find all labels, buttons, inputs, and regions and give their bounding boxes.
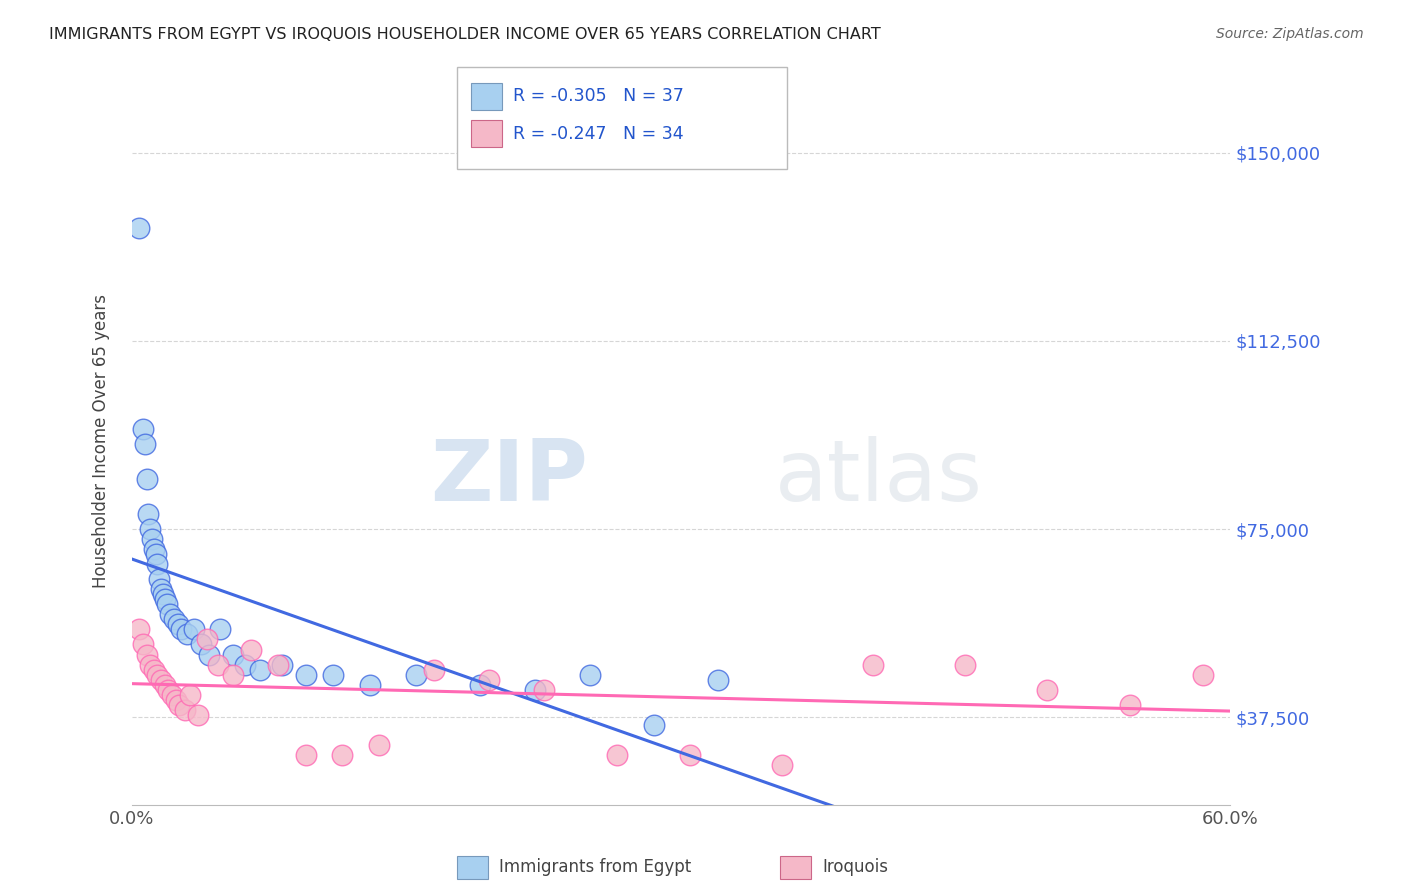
Point [135, 472, 157, 486]
Point [478, 673, 501, 687]
Point [150, 673, 173, 687]
Point [150, 582, 173, 597]
Point [146, 667, 169, 681]
Point [294, 747, 316, 762]
Text: R = -0.247   N = 34: R = -0.247 N = 34 [513, 125, 683, 143]
Text: R = -0.305   N = 37: R = -0.305 N = 37 [513, 87, 685, 105]
Point [770, 758, 793, 772]
Point [221, 648, 243, 662]
Point [183, 623, 205, 637]
Point [249, 663, 271, 677]
Text: Immigrants from Egypt: Immigrants from Egypt [499, 858, 692, 876]
Point [135, 648, 157, 662]
Point [1192, 667, 1215, 681]
Point [138, 507, 160, 521]
Y-axis label: Householder Income Over 65 years: Householder Income Over 65 years [93, 294, 110, 588]
Point [1118, 698, 1140, 712]
Point [132, 638, 155, 652]
Point [156, 598, 179, 612]
Point [468, 678, 491, 692]
Text: Source: ZipAtlas.com: Source: ZipAtlas.com [1216, 27, 1364, 41]
Point [141, 532, 163, 546]
Text: atlas: atlas [775, 436, 983, 519]
Point [190, 638, 212, 652]
Point [165, 692, 187, 706]
Point [145, 547, 167, 561]
Point [153, 678, 176, 692]
Point [953, 657, 976, 672]
Text: IMMIGRANTS FROM EGYPT VS IROQUOIS HOUSEHOLDER INCOME OVER 65 YEARS CORRELATION C: IMMIGRANTS FROM EGYPT VS IROQUOIS HOUSEH… [49, 27, 882, 42]
Point [405, 667, 427, 681]
Point [128, 221, 150, 235]
Point [523, 682, 546, 697]
Text: Iroquois: Iroquois [823, 858, 889, 876]
Point [153, 592, 176, 607]
Point [195, 632, 218, 647]
Point [267, 657, 290, 672]
Point [322, 667, 344, 681]
Point [606, 747, 628, 762]
Point [169, 698, 191, 712]
Point [359, 678, 381, 692]
Point [533, 682, 555, 697]
Point [132, 422, 155, 436]
Point [294, 667, 316, 681]
Point [221, 667, 243, 681]
Point [197, 648, 219, 662]
Point [142, 542, 165, 557]
Point [170, 623, 193, 637]
Point [159, 607, 181, 622]
Point [152, 587, 174, 601]
Point [423, 663, 446, 677]
Point [1036, 682, 1059, 697]
Point [139, 522, 162, 536]
Point [239, 642, 262, 657]
Point [146, 558, 169, 572]
Point [207, 657, 229, 672]
Point [139, 657, 162, 672]
Point [271, 657, 294, 672]
Point [706, 673, 728, 687]
Point [134, 436, 156, 450]
Point [176, 627, 198, 641]
Point [679, 747, 702, 762]
Point [862, 657, 884, 672]
Point [148, 572, 170, 586]
Text: ZIP: ZIP [430, 436, 588, 519]
Point [332, 747, 354, 762]
Point [157, 682, 180, 697]
Point [128, 623, 150, 637]
Point [578, 667, 600, 681]
Point [235, 657, 257, 672]
Point [163, 612, 186, 626]
Point [160, 688, 183, 702]
Point [142, 663, 165, 677]
Point [174, 703, 197, 717]
Point [368, 738, 391, 752]
Point [166, 617, 188, 632]
Point [179, 688, 201, 702]
Point [643, 718, 665, 732]
Point [187, 707, 209, 722]
Point [208, 623, 231, 637]
